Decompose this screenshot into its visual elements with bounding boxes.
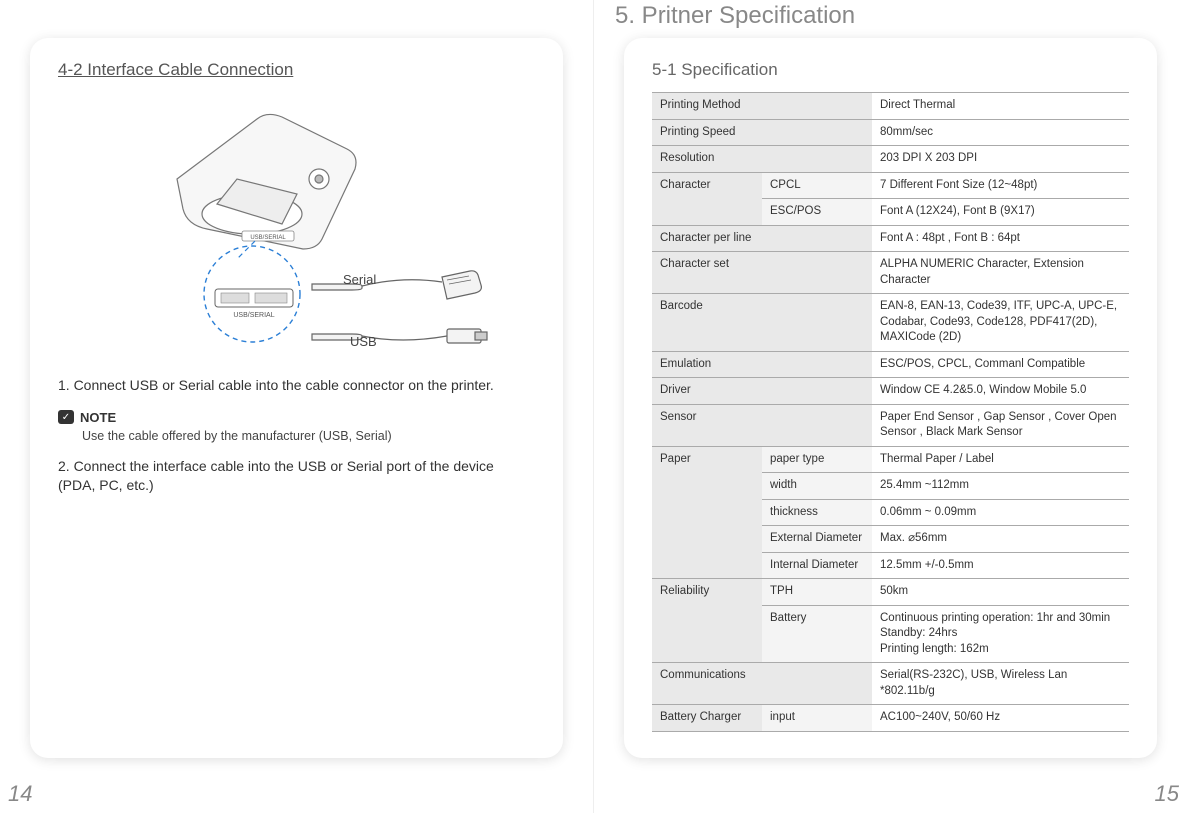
section-title-left: 4-2 Interface Cable Connection — [58, 60, 535, 80]
table-row: Character per lineFont A : 48pt , Font B… — [652, 225, 1129, 252]
spec-value: 7 Different Font Size (12~48pt) — [872, 172, 1129, 199]
table-row: Printing MethodDirect Thermal — [652, 93, 1129, 120]
spec-category: Character — [652, 172, 762, 225]
check-icon: ✓ — [58, 410, 74, 424]
svg-text:USB/SERIAL: USB/SERIAL — [233, 312, 274, 319]
spec-value: 203 DPI X 203 DPI — [872, 146, 1129, 173]
spec-category: Reliability — [652, 579, 762, 663]
spec-category: Barcode — [652, 294, 872, 352]
note-row: ✓ NOTE — [58, 410, 535, 425]
spec-value: 25.4mm ~112mm — [872, 473, 1129, 500]
serial-cable-label: Serial — [343, 272, 376, 287]
section-title-right: 5-1 Specification — [652, 60, 1129, 80]
spec-subcategory: paper type — [762, 446, 872, 473]
table-row: SensorPaper End Sensor , Gap Sensor , Co… — [652, 404, 1129, 446]
spec-category: Character per line — [652, 225, 872, 252]
port-label-on-device: USB/SERIAL — [250, 235, 286, 241]
spec-subcategory: TPH — [762, 579, 872, 606]
spec-value: Paper End Sensor , Gap Sensor , Cover Op… — [872, 404, 1129, 446]
table-row: ReliabilityTPH50km — [652, 579, 1129, 606]
spec-category: Driver — [652, 378, 872, 405]
table-row: CommunicationsSerial(RS-232C), USB, Wire… — [652, 663, 1129, 705]
page-left: 4-2 Interface Cable Connection USB/SERIA… — [0, 0, 594, 813]
spec-value: 0.06mm ~ 0.09mm — [872, 499, 1129, 526]
printer-illustration: USB/SERIAL USB/SERIAL — [87, 99, 507, 359]
step-2: 2. Connect the interface cable into the … — [58, 457, 535, 496]
table-row: Paperpaper typeThermal Paper / Label — [652, 446, 1129, 473]
page-number-left: 14 — [8, 781, 32, 807]
spec-subcategory: width — [762, 473, 872, 500]
spec-category: Communications — [652, 663, 872, 705]
spec-value: Thermal Paper / Label — [872, 446, 1129, 473]
spec-category: Resolution — [652, 146, 872, 173]
table-row: EmulationESC/POS, CPCL, Commanl Compatib… — [652, 351, 1129, 378]
spec-value: Serial(RS-232C), USB, Wireless Lan *802.… — [872, 663, 1129, 705]
usb-cable-label: USB — [350, 334, 377, 349]
spec-category: Printing Method — [652, 93, 872, 120]
spec-subcategory: thickness — [762, 499, 872, 526]
table-row: Printing Speed80mm/sec — [652, 119, 1129, 146]
spec-category: Emulation — [652, 351, 872, 378]
spec-subcategory: Battery — [762, 605, 872, 663]
spec-value: ALPHA NUMERIC Character, Extension Chara… — [872, 252, 1129, 294]
left-card: 4-2 Interface Cable Connection USB/SERIA… — [30, 38, 563, 758]
spec-value: AC100~240V, 50/60 Hz — [872, 705, 1129, 732]
spec-value: Max. ⌀56mm — [872, 526, 1129, 553]
spec-subcategory: CPCL — [762, 172, 872, 199]
spec-value: Font A : 48pt , Font B : 64pt — [872, 225, 1129, 252]
spec-subcategory: External Diameter — [762, 526, 872, 553]
page-number-right: 15 — [1155, 781, 1179, 807]
right-card: 5-1 Specification Printing MethodDirect … — [624, 38, 1157, 758]
interface-diagram: USB/SERIAL USB/SERIAL — [58, 94, 535, 364]
spec-category: Battery Charger — [652, 705, 762, 732]
table-row: BarcodeEAN-8, EAN-13, Code39, ITF, UPC-A… — [652, 294, 1129, 352]
spec-value: Direct Thermal — [872, 93, 1129, 120]
spec-value: Continuous printing operation: 1hr and 3… — [872, 605, 1129, 663]
spec-category: Printing Speed — [652, 119, 872, 146]
step-1: 1. Connect USB or Serial cable into the … — [58, 376, 535, 396]
note-text: Use the cable offered by the manufacture… — [82, 429, 535, 443]
table-row: CharacterCPCL7 Different Font Size (12~4… — [652, 172, 1129, 199]
spec-value: EAN-8, EAN-13, Code39, ITF, UPC-A, UPC-E… — [872, 294, 1129, 352]
table-row: Character setALPHA NUMERIC Character, Ex… — [652, 252, 1129, 294]
spec-subcategory: ESC/POS — [762, 199, 872, 226]
page-right: 5-1 Specification Printing MethodDirect … — [594, 0, 1187, 813]
spec-value: Font A (12X24), Font B (9X17) — [872, 199, 1129, 226]
spec-value: ESC/POS, CPCL, Commanl Compatible — [872, 351, 1129, 378]
spec-category: Sensor — [652, 404, 872, 446]
note-label: NOTE — [80, 410, 116, 425]
table-row: Resolution203 DPI X 203 DPI — [652, 146, 1129, 173]
spec-value: Window CE 4.2&5.0, Window Mobile 5.0 — [872, 378, 1129, 405]
table-row: DriverWindow CE 4.2&5.0, Window Mobile 5… — [652, 378, 1129, 405]
spec-category: Character set — [652, 252, 872, 294]
spec-subcategory: input — [762, 705, 872, 732]
spec-category: Paper — [652, 446, 762, 579]
spec-value: 12.5mm +/-0.5mm — [872, 552, 1129, 579]
spec-value: 50km — [872, 579, 1129, 606]
spec-table: Printing MethodDirect ThermalPrinting Sp… — [652, 92, 1129, 732]
spec-value: 80mm/sec — [872, 119, 1129, 146]
table-row: Battery ChargerinputAC100~240V, 50/60 Hz — [652, 705, 1129, 732]
spec-subcategory: Internal Diameter — [762, 552, 872, 579]
